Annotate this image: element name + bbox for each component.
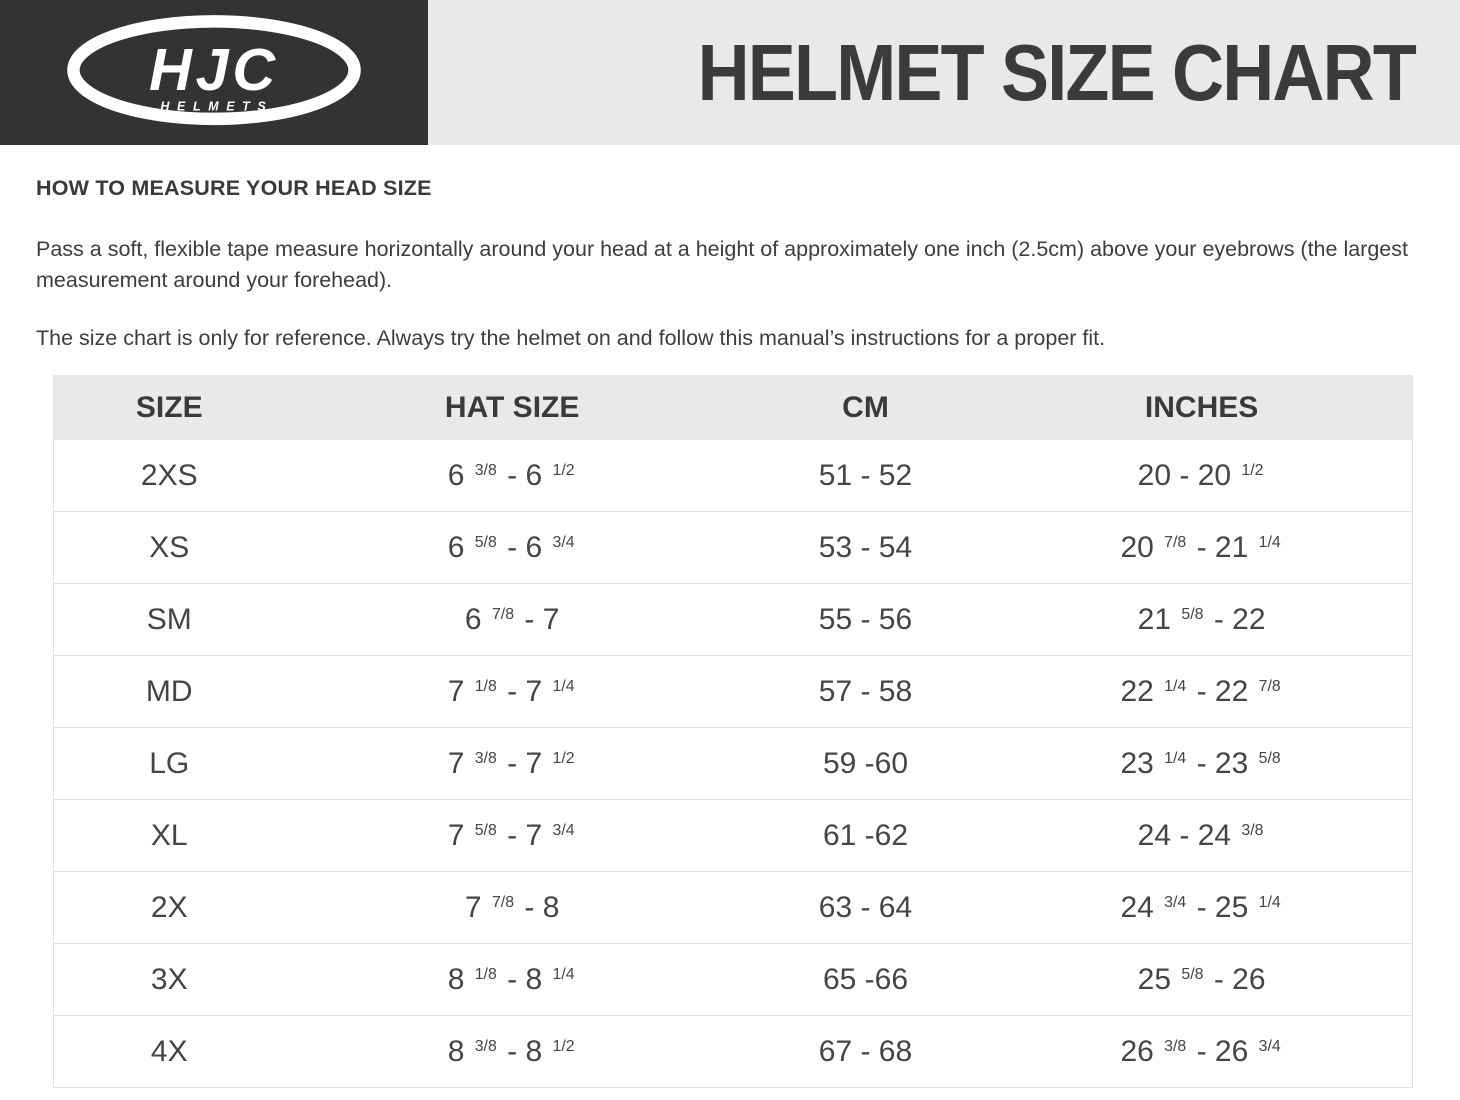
cm-cell: 59 -60 [739,727,992,800]
table-row: XS 6 5/8 - 6 3/4 53 - 54 20 7/8 - 21 1/4 [53,511,1413,584]
size-cell: LG [53,727,285,800]
hat-size-cell: 7 3/8 - 7 1/2 [284,727,740,800]
fraction: 5/8 [1258,749,1281,767]
column-header-cm: CM [739,375,992,440]
inches-cell: 22 1/4 - 22 7/8 [991,655,1413,728]
logo-subtext: HELMETS [160,99,273,113]
size-cell: XL [53,799,285,872]
hat-size-cell: 6 7/8 - 7 [284,583,740,656]
fraction: 7/8 [1258,677,1281,695]
fraction: 3/4 [1258,1037,1281,1055]
size-cell: 2XS [53,440,285,512]
fraction: 1/8 [474,965,497,983]
column-header-inches: INCHES [991,375,1413,440]
fraction: 1/4 [1164,677,1187,695]
inches-cell: 20 7/8 - 21 1/4 [991,511,1413,584]
column-header-size: SIZE [53,375,285,440]
table-row: 4X 8 3/8 - 8 1/2 67 - 68 26 3/8 - 26 3/4 [53,1015,1413,1088]
fraction: 5/8 [474,821,497,839]
content-area: HOW TO MEASURE YOUR HEAD SIZE Pass a sof… [0,176,1460,1088]
fraction: 3/4 [1164,893,1187,911]
size-chart-table: SIZE HAT SIZE CM INCHES 2XS 6 3/8 - 6 1/2 51 … [53,375,1413,1088]
page-header: HJC HELMETS HELMET SIZE CHART [0,0,1460,145]
cm-cell: 51 - 52 [739,440,992,512]
fraction: 5/8 [1181,605,1204,623]
inches-cell: 24 - 24 3/8 [991,799,1413,872]
cm-cell: 63 - 64 [739,871,992,944]
fraction: 1/2 [552,461,575,479]
hat-size-cell: 6 3/8 - 6 1/2 [284,440,740,512]
logo-ellipse-ring [67,14,361,125]
fraction: 5/8 [1181,965,1204,983]
inches-cell: 26 3/8 - 26 3/4 [991,1015,1413,1088]
hat-size-cell: 6 5/8 - 6 3/4 [284,511,740,584]
fraction: 1/4 [1258,893,1281,911]
inches-cell: 25 5/8 - 26 [991,943,1413,1016]
table-row: 2XS 6 3/8 - 6 1/2 51 - 52 20 - 20 1/2 [53,440,1413,512]
inches-cell: 21 5/8 - 22 [991,583,1413,656]
fraction: 1/4 [552,677,575,695]
table-row: LG 7 3/8 - 7 1/2 59 -60 23 1/4 - 23 5/8 [53,727,1413,800]
cm-cell: 55 - 56 [739,583,992,656]
page-title: HELMET SIZE CHART [697,27,1417,117]
fraction: 1/2 [1241,461,1264,479]
fraction: 3/8 [474,749,497,767]
logo-box: HJC HELMETS [0,0,428,145]
cm-cell: 67 - 68 [739,1015,992,1088]
hat-size-cell: 7 5/8 - 7 3/4 [284,799,740,872]
cm-cell: 53 - 54 [739,511,992,584]
size-cell: 4X [53,1015,285,1088]
size-cell: MD [53,655,285,728]
hat-size-cell: 7 7/8 - 8 [284,871,740,944]
logo-brand-text: HJC [149,36,279,103]
fraction: 1/2 [552,1037,575,1055]
table-header-row: SIZE HAT SIZE CM INCHES [53,375,1413,440]
fraction: 5/8 [474,533,497,551]
fraction: 1/4 [1258,533,1281,551]
fraction: 1/4 [1164,749,1187,767]
section-heading: HOW TO MEASURE YOUR HEAD SIZE [36,176,432,200]
table-header: SIZE HAT SIZE CM INCHES [53,375,1413,440]
fraction: 1/4 [552,965,575,983]
fraction: 3/4 [552,533,575,551]
cm-cell: 65 -66 [739,943,992,1016]
table-row: 2X 7 7/8 - 8 63 - 64 24 3/4 - 25 1/4 [53,871,1413,944]
column-header-hat-size: HAT SIZE [284,375,740,440]
fraction: 7/8 [1164,533,1187,551]
fraction: 3/8 [474,461,497,479]
fraction: 3/8 [474,1037,497,1055]
inches-cell: 23 1/4 - 23 5/8 [991,727,1413,800]
hat-size-cell: 8 1/8 - 8 1/4 [284,943,740,1016]
size-cell: XS [53,511,285,584]
size-cell: 3X [53,943,285,1016]
size-cell: SM [53,583,285,656]
inches-cell: 20 - 20 1/2 [991,440,1413,512]
fraction: 7/8 [491,893,515,911]
cm-cell: 61 -62 [739,799,992,872]
fraction: 7/8 [491,605,515,623]
fraction: 3/8 [1164,1037,1187,1055]
table-row: 3X 8 1/8 - 8 1/4 65 -66 25 5/8 - 26 [53,943,1413,1016]
inches-cell: 24 3/4 - 25 1/4 [991,871,1413,944]
fraction: 1/8 [474,677,497,695]
table-row: SM 6 7/8 - 7 55 - 56 21 5/8 - 22 [53,583,1413,656]
measure-instruction-paragraph: Pass a soft, flexible tape measure horiz… [36,237,1408,292]
table-row: MD 7 1/8 - 7 1/4 57 - 58 22 1/4 - 22 7/8 [53,655,1413,728]
size-cell: 2X [53,871,285,944]
reference-note-paragraph: The size chart is only for reference. Al… [36,326,1106,350]
fraction: 3/8 [1241,821,1264,839]
hat-size-cell: 8 3/8 - 8 1/2 [284,1015,740,1088]
table-row: XL 7 5/8 - 7 3/4 61 -62 24 - 24 3/8 [53,799,1413,872]
hat-size-cell: 7 1/8 - 7 1/4 [284,655,740,728]
fraction: 1/2 [552,749,575,767]
hjc-logo: HJC HELMETS [67,14,361,125]
table-body: 2XS 6 3/8 - 6 1/2 51 - 52 20 - 20 1/2 XS 6 5/… [53,440,1413,1088]
cm-cell: 57 - 58 [739,655,992,728]
fraction: 3/4 [552,821,575,839]
